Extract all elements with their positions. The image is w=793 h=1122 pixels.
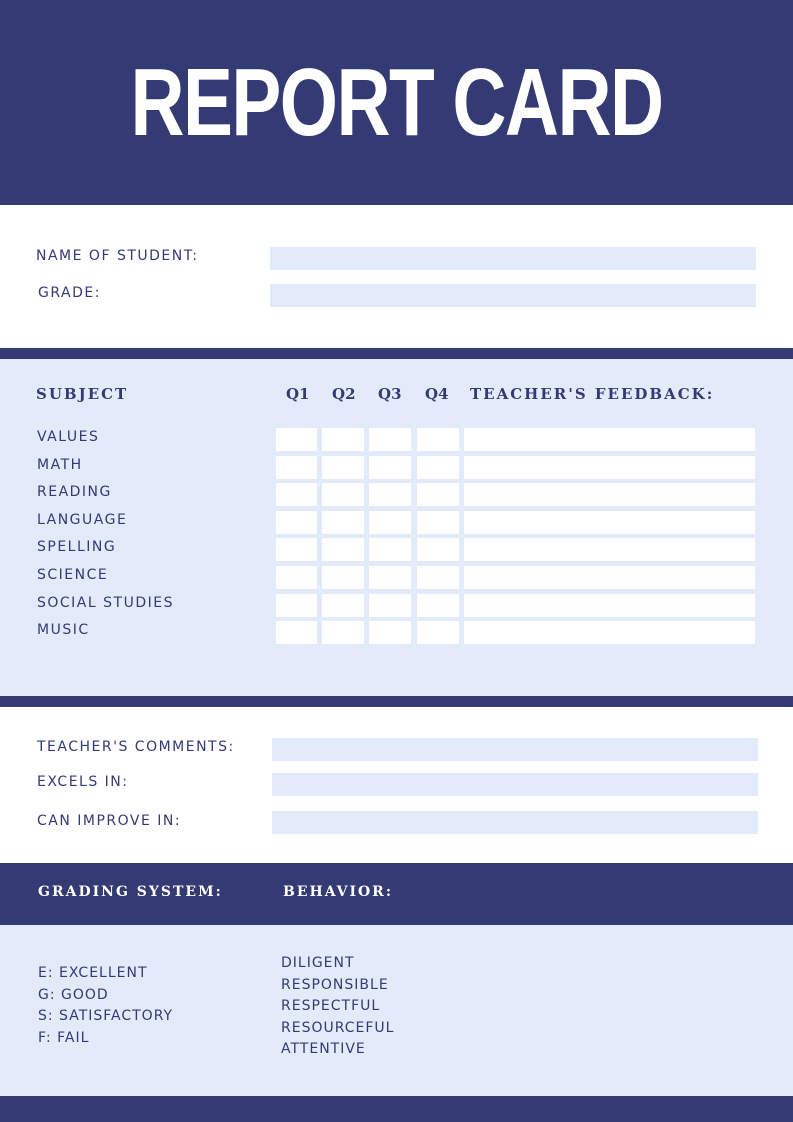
behavior-item: RESPECTFUL (281, 998, 381, 1014)
q2-cell[interactable] (322, 510, 364, 534)
q1-header: Q1 (286, 385, 310, 403)
q3-cell[interactable] (369, 510, 411, 534)
q1-cell[interactable] (276, 483, 317, 507)
subject-label: VALUES (37, 429, 100, 445)
subject-label: SOCIAL STUDIES (37, 594, 174, 611)
q2-cell[interactable] (322, 428, 364, 451)
feedback-cell[interactable] (464, 621, 755, 645)
q4-cell[interactable] (417, 538, 459, 562)
feedback-cell[interactable] (464, 566, 755, 589)
q3-cell[interactable] (369, 538, 411, 562)
grade-label: GRADE: (38, 285, 101, 301)
grading-item: S: SATISFACTORY (38, 1008, 174, 1024)
q2-cell[interactable] (322, 483, 364, 507)
q4-header: Q4 (425, 385, 449, 403)
q2-header: Q2 (332, 385, 356, 403)
q4-cell[interactable] (417, 510, 459, 534)
feedback-cell[interactable] (464, 428, 755, 451)
teacher-comments-field[interactable] (272, 738, 758, 761)
subject-label: LANGUAGE (37, 511, 128, 528)
subject-label: SCIENCE (37, 567, 109, 583)
subject-label: READING (37, 484, 112, 501)
name-label: NAME OF STUDENT: (36, 248, 199, 264)
feedback-cell[interactable] (464, 538, 755, 562)
behavior-header: BEHAVIOR: (283, 884, 393, 900)
q3-cell[interactable] (369, 483, 411, 507)
improve-field[interactable] (272, 811, 758, 834)
behavior-item: RESOURCEFUL (281, 1019, 395, 1036)
grading-list: E: EXCELLENT G: GOOD S: SATISFACTORY F: … (38, 963, 173, 1049)
q4-cell[interactable] (417, 428, 459, 451)
subject-header: SUBJECT (36, 385, 129, 403)
feedback-header: TEACHER'S FEEDBACK: (470, 385, 715, 403)
q1-cell[interactable] (276, 428, 317, 451)
q4-cell[interactable] (417, 593, 459, 617)
q3-cell[interactable] (369, 455, 411, 479)
q2-cell[interactable] (322, 455, 364, 479)
q1-cell[interactable] (276, 455, 317, 479)
grading-item: F: FAIL (38, 1029, 90, 1046)
behavior-item: ATTENTIVE (281, 1041, 366, 1057)
excels-label: EXCELS IN: (37, 774, 129, 790)
grading-item: E: EXCELLENT (38, 965, 148, 981)
grade-field[interactable] (270, 284, 756, 307)
improve-label: CAN IMPROVE IN: (37, 813, 182, 829)
grading-item: G: GOOD (38, 986, 109, 1003)
grading-header: GRADING SYSTEM: (38, 884, 223, 900)
behavior-item: RESPONSIBLE (281, 976, 389, 993)
feedback-cell[interactable] (464, 593, 755, 617)
q3-header: Q3 (378, 385, 402, 403)
q4-cell[interactable] (417, 483, 459, 507)
feedback-cell[interactable] (464, 455, 755, 479)
divider (0, 348, 793, 359)
page-title: REPORT CARD (130, 48, 665, 156)
legend-section (0, 925, 793, 1096)
q4-cell[interactable] (417, 566, 459, 589)
q1-cell[interactable] (276, 538, 317, 562)
footer-bar (0, 1096, 793, 1122)
teacher-comments-label: TEACHER'S COMMENTS: (37, 739, 235, 755)
legend-header-bar (0, 863, 793, 925)
q2-cell[interactable] (322, 621, 364, 645)
header-banner (0, 0, 793, 205)
divider (0, 696, 793, 707)
q2-cell[interactable] (322, 566, 364, 589)
q3-cell[interactable] (369, 428, 411, 451)
q1-cell[interactable] (276, 566, 317, 589)
feedback-cell[interactable] (464, 483, 755, 507)
subject-label: SPELLING (37, 539, 117, 556)
q2-cell[interactable] (322, 593, 364, 617)
q3-cell[interactable] (369, 593, 411, 617)
q1-cell[interactable] (276, 510, 317, 534)
name-field[interactable] (270, 247, 756, 270)
q3-cell[interactable] (369, 566, 411, 589)
q3-cell[interactable] (369, 621, 411, 645)
behavior-list: DILIGENT RESPONSIBLE RESPECTFUL RESOURCE… (281, 953, 394, 1061)
q1-cell[interactable] (276, 593, 317, 617)
behavior-item: DILIGENT (281, 955, 355, 971)
subject-label: MUSIC (37, 622, 90, 639)
subject-label: MATH (37, 456, 83, 473)
q1-cell[interactable] (276, 621, 317, 645)
feedback-cell[interactable] (464, 510, 755, 534)
excels-field[interactable] (272, 773, 758, 796)
q4-cell[interactable] (417, 621, 459, 645)
q2-cell[interactable] (322, 538, 364, 562)
q4-cell[interactable] (417, 455, 459, 479)
